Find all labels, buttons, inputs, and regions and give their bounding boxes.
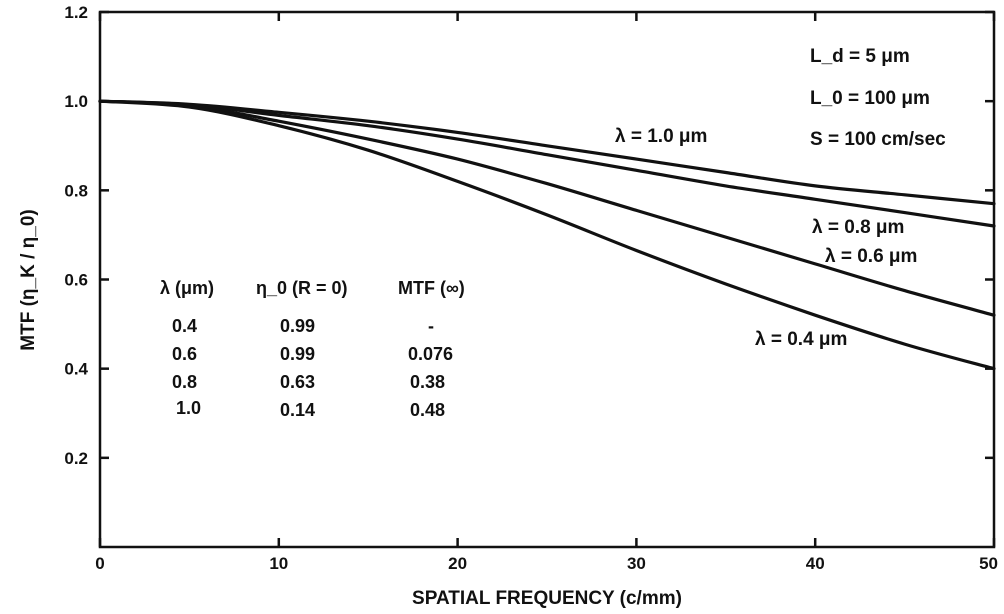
y-tick-labels: 0.2 0.4 0.6 0.8 1.0 1.2 <box>64 3 88 468</box>
inset-table: λ (μm) η_0 (R = 0) MTF (∞) 0.4 0.99 - 0.… <box>160 278 465 420</box>
table-cell: 0.99 <box>280 344 315 364</box>
x-tick-label: 50 <box>979 554 998 573</box>
curves <box>98 99 996 371</box>
y-tick-label: 0.6 <box>64 271 88 290</box>
param-ld: L_d = 5 μm <box>810 46 910 67</box>
x-tick-label: 10 <box>269 554 288 573</box>
table-cell: 0.076 <box>408 344 453 364</box>
curve-label-1-0: λ = 1.0 μm <box>615 126 707 147</box>
table-header-eta: η_0 (R = 0) <box>256 278 348 298</box>
x-axis-label: SPATIAL FREQUENCY (c/mm) <box>412 588 682 609</box>
x-tick-label: 30 <box>627 554 646 573</box>
x-tick-labels: 0 10 20 30 40 50 <box>95 554 998 573</box>
y-axis-label: MTF (η_K / η_0) <box>18 209 39 350</box>
table-cell: 1.0 <box>176 398 201 418</box>
x-tick-label: 40 <box>806 554 825 573</box>
y-tick-label: 1.2 <box>64 3 88 22</box>
curve-label-0-4: λ = 0.4 μm <box>755 329 847 350</box>
table-cell: 0.48 <box>410 400 445 420</box>
curve-label-0-8: λ = 0.8 μm <box>812 217 904 238</box>
table-cell: 0.6 <box>172 344 197 364</box>
param-l0: L_0 = 100 μm <box>810 88 930 109</box>
table-cell: 0.38 <box>410 372 445 392</box>
table-header-mtf: MTF (∞) <box>398 278 465 298</box>
series-line-1 <box>98 99 996 228</box>
table-cell: 0.8 <box>172 372 197 392</box>
y-tick-label: 0.8 <box>64 181 88 200</box>
y-tick-label: 0.2 <box>64 449 88 468</box>
series-line-0 <box>98 99 996 206</box>
table-cell: 0.14 <box>280 400 315 420</box>
curve-label-0-6: λ = 0.6 μm <box>825 246 917 267</box>
table-cell: - <box>428 316 434 336</box>
table-header-lambda: λ (μm) <box>160 278 214 298</box>
series-line-3 <box>98 99 996 371</box>
y-tick-label: 1.0 <box>64 92 88 111</box>
table-cell: 0.63 <box>280 372 315 392</box>
x-tick-label: 0 <box>95 554 104 573</box>
table-cell: 0.4 <box>172 316 197 336</box>
series-line-2 <box>98 99 996 317</box>
table-cell: 0.99 <box>280 316 315 336</box>
x-tick-label: 20 <box>448 554 467 573</box>
y-tick-label: 0.4 <box>64 360 88 379</box>
param-s: S = 100 cm/sec <box>810 129 946 150</box>
